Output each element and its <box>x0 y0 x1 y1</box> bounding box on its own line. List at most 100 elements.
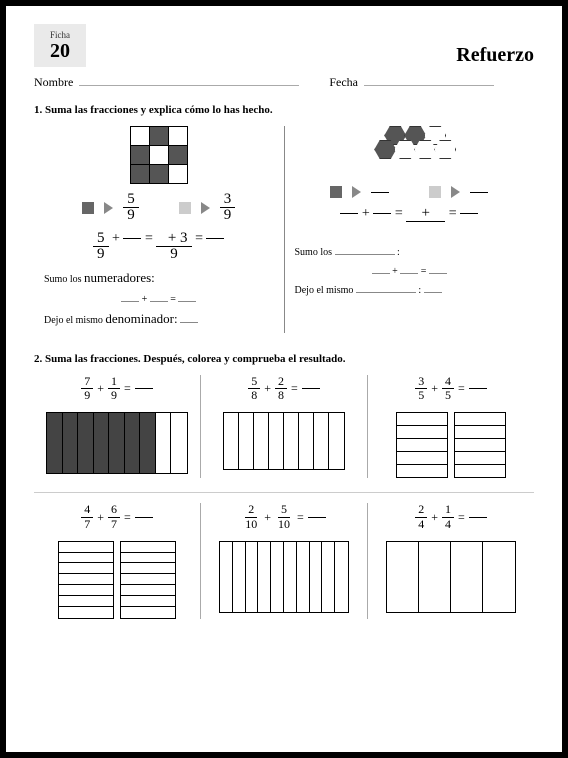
fraction-equation: 24 + 14 = <box>376 503 526 530</box>
fraction: 58 <box>248 375 260 402</box>
ficha-label: Ficha <box>44 30 76 40</box>
fraction-equation: 35 + 45 = <box>376 375 526 402</box>
bar-segment <box>455 465 505 478</box>
bar-segment <box>78 413 94 473</box>
bar-segment <box>47 413 63 473</box>
bar-segment <box>397 413 447 426</box>
bar-segment <box>455 452 505 465</box>
ex2-cell: 210 + 510 = <box>201 503 368 618</box>
hex-cell <box>434 140 454 157</box>
bar-segment <box>271 542 284 612</box>
grid-cell <box>169 165 187 183</box>
equation-line-2: + = + = <box>295 206 525 237</box>
fraction: 28 <box>275 375 287 402</box>
bar-segment <box>483 542 515 612</box>
ex2-row-1: 79 + 19 = 58 + 28 = 35 + 45 = <box>34 375 534 478</box>
fraction: 210 <box>242 503 260 530</box>
bar-segment <box>455 439 505 452</box>
hex-cell <box>394 140 414 157</box>
frac-row-2 <box>295 186 525 198</box>
bar-segment <box>322 542 335 612</box>
bar-segment <box>121 553 175 564</box>
bar-segment <box>156 413 172 473</box>
nombre-input-line[interactable] <box>79 85 299 86</box>
bar-segment <box>59 607 113 618</box>
bar-segment <box>246 542 259 612</box>
bar-segment <box>220 542 233 612</box>
bar-segment <box>109 413 125 473</box>
fecha-input-line[interactable] <box>364 85 494 86</box>
bar-segment <box>335 542 348 612</box>
fraction-bar <box>386 541 516 613</box>
fraction-bar <box>396 412 448 478</box>
fecha-label: Fecha <box>329 75 358 90</box>
mini-eq: + = <box>44 292 274 305</box>
ex2-cell: 35 + 45 = <box>368 375 534 478</box>
grid-cell <box>150 127 168 145</box>
bar-segment <box>63 413 79 473</box>
nombre-label: Nombre <box>34 75 73 90</box>
equation-line: 59 + = + 39 = <box>44 231 274 262</box>
fraction-bar <box>46 412 188 474</box>
sumo-line: Sumo los numeradores: <box>44 270 274 286</box>
question-2-title: 2. Suma las fracciones. Después, colorea… <box>34 353 534 365</box>
bar-segment <box>121 596 175 607</box>
bar-segment <box>171 413 187 473</box>
fraction: 59 <box>123 192 139 223</box>
bar-segment <box>329 413 344 469</box>
bar-segment <box>258 542 271 612</box>
grid-cell <box>169 127 187 145</box>
bar-segment <box>121 607 175 618</box>
triangle-icon <box>104 202 113 214</box>
bar-segment <box>397 465 447 478</box>
dejo-line-2: Dejo el mismo : <box>295 283 525 296</box>
fecha-field: Fecha <box>329 75 494 90</box>
exercise-1: 59 39 59 + = + 39 = Sumo los numeradores… <box>34 126 534 333</box>
fraction: 14 <box>442 503 454 530</box>
bar-segment <box>224 413 239 469</box>
bar-segment <box>121 542 175 553</box>
bar-segment <box>121 563 175 574</box>
bar-segment <box>59 563 113 574</box>
bar-segment <box>254 413 269 469</box>
bar-segment <box>397 426 447 439</box>
triangle-icon <box>201 202 210 214</box>
bar-segment <box>59 585 113 596</box>
mini-eq-2: + = <box>295 264 525 277</box>
fraction: 510 <box>275 503 293 530</box>
fraction: 19 <box>108 375 120 402</box>
fraction-equation: 79 + 19 = <box>42 375 192 402</box>
grid-cell <box>131 165 149 183</box>
ex2-cell: 58 + 28 = <box>201 375 368 478</box>
student-info: Nombre Fecha <box>34 75 534 90</box>
triangle-icon <box>352 186 361 198</box>
hex-cell <box>414 140 434 157</box>
hex-grid <box>369 126 449 178</box>
square-icon <box>179 202 191 214</box>
bar-segment <box>284 413 299 469</box>
ficha-box: Ficha 20 <box>34 24 86 67</box>
bar-segment <box>387 542 419 612</box>
triangle-icon <box>451 186 460 198</box>
grid-cell <box>131 146 149 164</box>
bar-segment <box>455 413 505 426</box>
grid-cell <box>131 127 149 145</box>
bar-segment <box>125 413 141 473</box>
fraction-bar <box>58 541 114 619</box>
bar-segment <box>397 439 447 452</box>
fraction-bar <box>219 541 349 613</box>
bar-segment <box>269 413 284 469</box>
ficha-number: 20 <box>44 40 76 63</box>
bar-segment <box>94 413 110 473</box>
sumo-line-2: Sumo los : <box>295 245 525 258</box>
worksheet-page: Ficha 20 Refuerzo Nombre Fecha 1. Suma l… <box>0 0 568 758</box>
question-1-title: 1. Suma las fracciones y explica cómo lo… <box>34 104 534 116</box>
bar-segment <box>121 574 175 585</box>
square-grid <box>130 126 188 184</box>
bar-segment <box>284 542 297 612</box>
page-title: Refuerzo <box>456 44 534 67</box>
bar-segment <box>59 574 113 585</box>
bar-segment <box>314 413 329 469</box>
square-icon <box>330 186 342 198</box>
bar-segment <box>59 553 113 564</box>
